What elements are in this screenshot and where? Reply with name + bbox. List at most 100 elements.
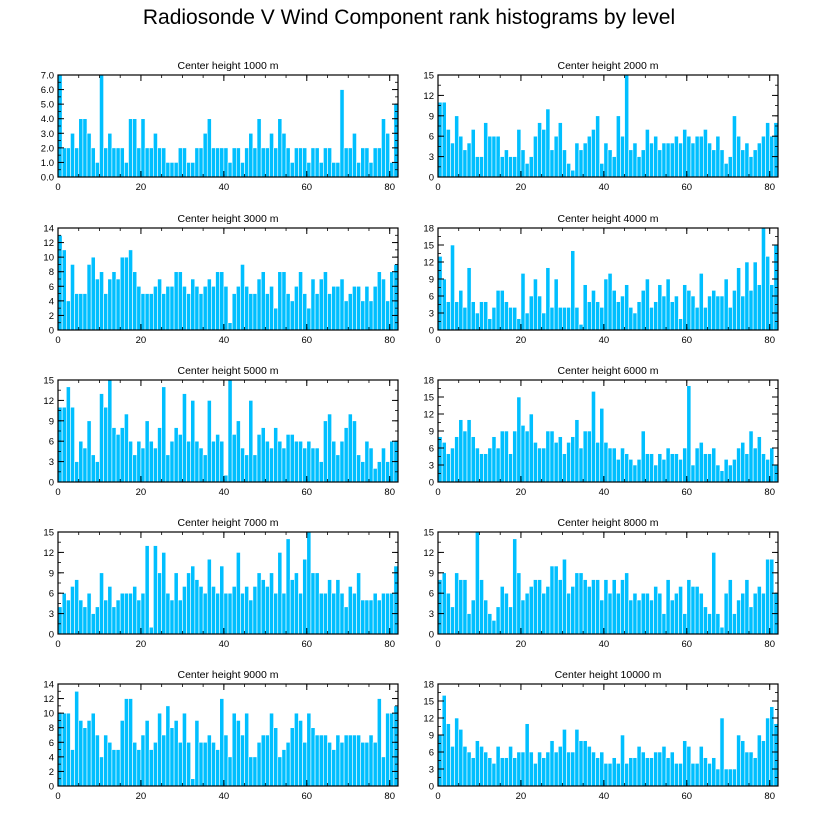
histogram-bar bbox=[107, 741, 113, 787]
histogram-bar bbox=[128, 698, 133, 787]
histogram-bar bbox=[570, 751, 576, 787]
histogram-bar bbox=[636, 301, 642, 331]
histogram-bar bbox=[636, 156, 642, 178]
histogram-bar bbox=[310, 278, 316, 331]
histogram-bar bbox=[611, 156, 617, 178]
histogram-bar bbox=[198, 741, 204, 787]
histogram-bar bbox=[682, 740, 688, 787]
histogram-bar bbox=[678, 763, 683, 787]
histogram-bar bbox=[732, 459, 737, 483]
histogram-bar bbox=[765, 717, 771, 787]
histogram-bar bbox=[78, 293, 84, 331]
histogram-bar bbox=[586, 746, 592, 787]
histogram-bar bbox=[640, 430, 646, 483]
histogram-bar bbox=[765, 122, 771, 178]
histogram-bar bbox=[732, 115, 737, 178]
histogram-bar bbox=[599, 163, 605, 178]
histogram-bar bbox=[318, 734, 324, 787]
histogram-bar bbox=[520, 599, 526, 635]
histogram-bar bbox=[553, 135, 559, 178]
y-tick-label: 12 bbox=[423, 548, 434, 559]
histogram-bar bbox=[441, 101, 447, 178]
histogram-bar bbox=[285, 434, 291, 483]
histogram-bar bbox=[124, 592, 129, 635]
histogram-bar bbox=[504, 430, 509, 483]
histogram-bar bbox=[265, 293, 270, 331]
histogram-bar bbox=[389, 712, 395, 787]
histogram-bar bbox=[711, 757, 717, 787]
histogram-bar bbox=[339, 592, 345, 635]
histogram-bar bbox=[265, 440, 270, 483]
histogram-bar bbox=[252, 454, 258, 483]
y-tick-label: 0 bbox=[49, 478, 54, 489]
histogram-bar bbox=[533, 763, 538, 787]
histogram-bar bbox=[727, 579, 733, 635]
histogram-bar bbox=[223, 474, 229, 483]
histogram-bar bbox=[723, 163, 729, 178]
histogram-bar bbox=[470, 436, 476, 483]
histogram-bar bbox=[136, 285, 142, 331]
panel-9: Center height 9000 m 0 2 4 6 8 10 12 14 0 20 40 60 80 bbox=[43, 669, 399, 802]
panel-2: Center height 2000 m 0 3 6 9 12 15 0 20 40 60 80 bbox=[423, 60, 779, 193]
histogram-bar bbox=[537, 579, 542, 635]
histogram-bar bbox=[372, 741, 378, 787]
histogram-bar bbox=[611, 447, 617, 483]
histogram-bar bbox=[265, 734, 270, 787]
histogram-bar bbox=[298, 271, 303, 331]
histogram-bar bbox=[177, 741, 183, 787]
histogram-bar bbox=[169, 440, 175, 483]
histogram-bar bbox=[740, 149, 746, 178]
histogram-bar bbox=[719, 717, 725, 787]
histogram-bar bbox=[140, 592, 146, 635]
histogram-bar bbox=[86, 264, 92, 331]
histogram-bar bbox=[611, 757, 617, 787]
x-tick-label: 40 bbox=[599, 335, 610, 346]
histogram-bar bbox=[640, 290, 646, 331]
histogram-bar bbox=[553, 751, 559, 787]
histogram-bar bbox=[273, 592, 279, 635]
histogram-bar bbox=[99, 74, 104, 178]
histogram-bar bbox=[310, 147, 316, 178]
histogram-bar bbox=[549, 740, 555, 787]
histogram-bar bbox=[211, 440, 216, 483]
histogram-bar bbox=[153, 447, 158, 483]
histogram-bar bbox=[186, 572, 191, 635]
histogram-bar bbox=[678, 142, 683, 178]
histogram-bar bbox=[352, 285, 357, 331]
histogram-bar bbox=[385, 592, 391, 635]
histogram-bar bbox=[711, 290, 717, 331]
histogram-bar bbox=[537, 122, 542, 178]
histogram-bar bbox=[508, 453, 513, 483]
histogram-bar bbox=[61, 712, 67, 787]
histogram-bar bbox=[132, 586, 138, 635]
histogram-bar bbox=[570, 436, 576, 483]
histogram-bar bbox=[578, 149, 584, 178]
histogram-bar bbox=[298, 592, 303, 635]
histogram-bar bbox=[756, 586, 762, 635]
histogram-bar bbox=[632, 592, 638, 635]
y-tick-label: 1.0 bbox=[41, 158, 54, 169]
histogram-bar bbox=[65, 712, 71, 787]
x-tick-label: 40 bbox=[599, 639, 610, 650]
histogram-bar bbox=[566, 163, 571, 178]
histogram-bar bbox=[732, 768, 737, 787]
histogram-bar bbox=[761, 227, 766, 331]
histogram-bar bbox=[703, 606, 708, 635]
histogram-bar bbox=[533, 135, 538, 178]
histogram-bar bbox=[165, 705, 171, 787]
histogram-bar bbox=[372, 285, 378, 331]
histogram-bar bbox=[669, 142, 675, 178]
histogram-bar bbox=[640, 751, 646, 787]
histogram-bar bbox=[553, 278, 559, 331]
histogram-bar bbox=[744, 453, 750, 483]
histogram-bar bbox=[719, 149, 725, 178]
panel-1: Center height 1000 m 0.0 1.0 2.0 3.0 4.0 5.0 6.… bbox=[41, 60, 399, 193]
histogram-bar bbox=[524, 723, 530, 787]
histogram-bar bbox=[298, 440, 303, 483]
y-tick-label: 0 bbox=[429, 478, 434, 489]
histogram-bar bbox=[206, 118, 212, 178]
histogram-bar bbox=[132, 118, 138, 178]
histogram-bar bbox=[615, 459, 621, 483]
histogram-bar bbox=[331, 162, 337, 178]
histogram-bar bbox=[694, 447, 700, 483]
